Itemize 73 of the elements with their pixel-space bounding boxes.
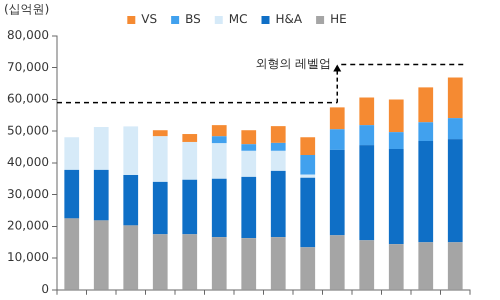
bar <box>388 244 404 290</box>
bar <box>241 150 256 177</box>
bar <box>359 98 374 126</box>
bar <box>241 176 256 238</box>
bar <box>359 240 374 290</box>
legend-label: VS <box>141 12 158 26</box>
bar <box>212 136 227 144</box>
bar <box>448 78 463 118</box>
bar <box>212 125 227 136</box>
bar <box>152 182 168 234</box>
bar <box>123 126 138 175</box>
bar <box>300 137 316 155</box>
bar <box>94 170 109 220</box>
bar <box>418 141 434 242</box>
bar <box>182 180 198 234</box>
bar <box>241 130 256 144</box>
bar <box>300 174 316 178</box>
bar <box>212 178 227 238</box>
bar <box>241 144 256 151</box>
ref-line-label: 외형의 레벨업 <box>255 56 332 71</box>
y-tick-label: 30,000 <box>6 186 49 201</box>
bar <box>64 218 80 290</box>
bar <box>418 242 434 290</box>
y-tick-label: 60,000 <box>6 92 49 106</box>
y-tick-label: 80,000 <box>6 28 49 42</box>
bar <box>94 220 109 290</box>
bar <box>270 170 286 238</box>
y-tick-label: 10,000 <box>6 250 49 264</box>
bar <box>300 154 316 175</box>
bar <box>94 127 109 170</box>
bar <box>448 118 463 140</box>
bar <box>448 139 463 242</box>
bar <box>388 99 404 132</box>
y-tick-label: 50,000 <box>6 123 49 138</box>
bar <box>152 234 168 290</box>
bar <box>270 126 286 143</box>
bar <box>64 170 80 218</box>
bar <box>182 234 198 290</box>
bar <box>418 87 434 122</box>
bar <box>388 148 404 244</box>
bar <box>64 137 80 170</box>
legend-label: MC <box>228 12 248 26</box>
bar <box>330 129 345 150</box>
bar <box>270 150 286 171</box>
bar <box>359 145 374 240</box>
bar <box>241 238 256 290</box>
bar <box>359 125 374 146</box>
bar <box>330 107 345 130</box>
bar <box>330 235 345 290</box>
bar <box>182 134 198 142</box>
bar <box>330 150 345 236</box>
bar <box>212 237 227 290</box>
bar <box>388 132 404 149</box>
bar <box>270 237 286 290</box>
bar <box>152 130 168 136</box>
bar <box>123 174 138 226</box>
bar <box>270 142 286 151</box>
y-axis-title: (십억원) <box>4 2 50 16</box>
legend-label: BS <box>185 12 201 26</box>
y-tick-label: 70,000 <box>6 60 49 74</box>
bar <box>212 143 227 179</box>
bar <box>300 247 316 290</box>
bar <box>152 136 168 182</box>
bar <box>182 142 198 180</box>
legend-label: HE <box>330 12 347 26</box>
bar <box>448 242 463 290</box>
bar <box>300 178 316 248</box>
legend-label: H&A <box>276 12 303 26</box>
y-tick-label: 40,000 <box>6 155 49 170</box>
y-tick-label: 20,000 <box>6 218 49 232</box>
bar <box>418 122 434 142</box>
bar <box>123 225 138 290</box>
y-tick-label: 0 <box>41 282 49 296</box>
